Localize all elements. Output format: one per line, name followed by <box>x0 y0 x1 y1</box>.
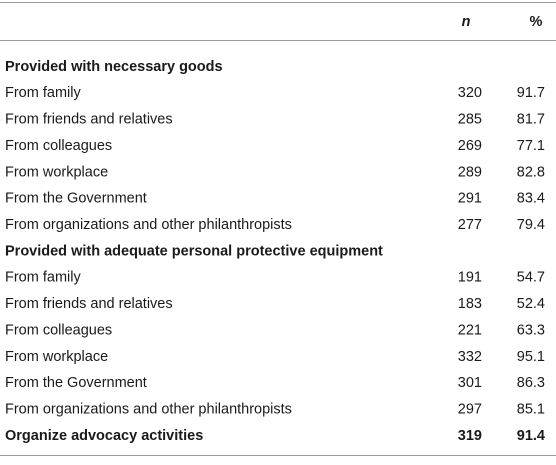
cell-n: 301 <box>458 375 482 391</box>
cell-n: 319 <box>458 428 482 444</box>
cell-n: 320 <box>458 85 482 101</box>
row-label: From colleagues <box>5 322 112 338</box>
cell-pct: 81.7 <box>517 112 545 128</box>
row-label: From workplace <box>5 164 108 180</box>
cell-n: 291 <box>458 191 482 207</box>
cell-pct: 85.1 <box>517 402 545 418</box>
row-label: From workplace <box>5 349 108 365</box>
cell-pct: 54.7 <box>517 270 545 286</box>
row-label: From family <box>5 85 81 101</box>
cell-pct: 77.1 <box>517 138 545 154</box>
cell-pct: 83.4 <box>517 191 545 207</box>
cell-n: 297 <box>458 402 482 418</box>
column-header: % <box>530 14 543 30</box>
cell-n: 332 <box>458 349 482 365</box>
cell-pct: 91.4 <box>517 428 545 444</box>
row-label: From the Government <box>5 191 147 207</box>
row-label: From friends and relatives <box>5 296 173 312</box>
section-label: Provided with necessary goods <box>5 59 223 75</box>
section-label: Organize advocacy activities <box>5 428 203 444</box>
row-label: From organizations and other philanthrop… <box>5 402 292 418</box>
cell-n: 269 <box>458 138 482 154</box>
cell-n: 285 <box>458 112 482 128</box>
row-label: From family <box>5 270 81 286</box>
cell-n: 277 <box>458 217 482 233</box>
column-header: n <box>462 14 471 30</box>
cell-pct: 91.7 <box>517 85 545 101</box>
row-label: From friends and relatives <box>5 112 173 128</box>
cell-pct: 82.8 <box>517 164 545 180</box>
row-label: From organizations and other philanthrop… <box>5 217 292 233</box>
row-label: From the Government <box>5 375 147 391</box>
cell-pct: 52.4 <box>517 296 545 312</box>
row-label: From colleagues <box>5 138 112 154</box>
cell-pct: 79.4 <box>517 217 545 233</box>
cell-pct: 86.3 <box>517 375 545 391</box>
cell-n: 289 <box>458 164 482 180</box>
cell-n: 221 <box>458 322 482 338</box>
cell-pct: 63.3 <box>517 322 545 338</box>
section-label: Provided with adequate personal protecti… <box>5 243 383 259</box>
cell-n: 191 <box>458 270 482 286</box>
cell-n: 183 <box>458 296 482 312</box>
cell-pct: 95.1 <box>517 349 545 365</box>
